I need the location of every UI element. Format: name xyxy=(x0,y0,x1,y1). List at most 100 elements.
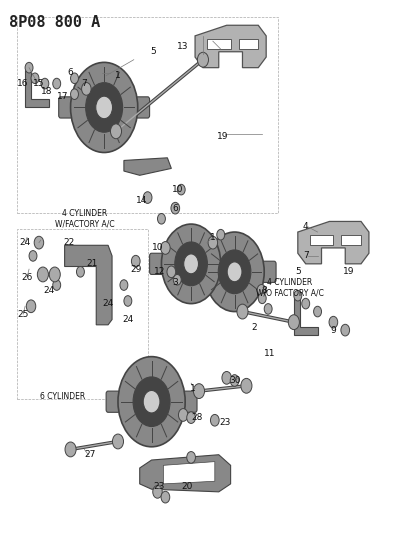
Circle shape xyxy=(49,267,60,282)
Text: 6: 6 xyxy=(172,204,178,213)
Text: 20: 20 xyxy=(181,482,193,491)
Circle shape xyxy=(222,372,231,384)
Text: 27: 27 xyxy=(85,450,96,459)
Circle shape xyxy=(187,451,195,463)
Text: 13: 13 xyxy=(178,42,189,51)
Polygon shape xyxy=(310,235,334,245)
Polygon shape xyxy=(25,70,49,108)
Circle shape xyxy=(53,280,60,290)
Text: 8: 8 xyxy=(261,286,267,295)
FancyBboxPatch shape xyxy=(262,261,276,282)
Circle shape xyxy=(65,442,76,457)
Circle shape xyxy=(178,409,188,421)
Text: 24: 24 xyxy=(102,299,114,308)
Text: 6: 6 xyxy=(68,68,73,77)
Circle shape xyxy=(193,384,205,399)
Circle shape xyxy=(158,214,166,224)
Circle shape xyxy=(167,266,176,278)
Polygon shape xyxy=(341,235,361,245)
FancyBboxPatch shape xyxy=(219,253,232,274)
Text: 5: 5 xyxy=(295,268,300,276)
Circle shape xyxy=(70,62,138,152)
Text: 3: 3 xyxy=(172,278,178,287)
Circle shape xyxy=(264,304,272,314)
FancyBboxPatch shape xyxy=(183,391,197,413)
Text: 5: 5 xyxy=(151,47,156,56)
Text: 12: 12 xyxy=(154,268,165,276)
Circle shape xyxy=(162,224,221,304)
Circle shape xyxy=(237,304,248,319)
Circle shape xyxy=(218,250,251,294)
Circle shape xyxy=(184,254,199,274)
Circle shape xyxy=(143,391,160,413)
Text: 11: 11 xyxy=(264,350,276,359)
Circle shape xyxy=(208,236,218,249)
Circle shape xyxy=(329,317,338,328)
Circle shape xyxy=(153,486,162,498)
Polygon shape xyxy=(64,245,112,325)
Circle shape xyxy=(230,375,239,386)
Text: 4 CYLINDER
W/O FACTORY A/C: 4 CYLINDER W/O FACTORY A/C xyxy=(256,278,324,297)
Polygon shape xyxy=(195,25,266,68)
Circle shape xyxy=(76,266,84,277)
Circle shape xyxy=(288,315,299,329)
Text: 14: 14 xyxy=(136,196,147,205)
Circle shape xyxy=(37,267,49,282)
Circle shape xyxy=(29,251,37,261)
Text: 7: 7 xyxy=(82,79,87,88)
Polygon shape xyxy=(207,38,230,49)
Text: 23: 23 xyxy=(154,482,165,491)
Circle shape xyxy=(161,241,170,254)
Text: 19: 19 xyxy=(343,268,355,276)
Circle shape xyxy=(341,324,349,336)
Circle shape xyxy=(118,357,185,447)
Circle shape xyxy=(294,290,302,301)
FancyBboxPatch shape xyxy=(136,97,150,118)
Text: 24: 24 xyxy=(122,315,133,324)
Circle shape xyxy=(41,78,49,89)
Text: 4: 4 xyxy=(303,222,308,231)
Circle shape xyxy=(211,415,219,426)
Circle shape xyxy=(53,78,60,89)
Text: 24: 24 xyxy=(20,238,31,247)
Text: 7: 7 xyxy=(303,252,308,261)
Circle shape xyxy=(173,274,181,285)
Circle shape xyxy=(124,296,132,306)
Text: 22: 22 xyxy=(63,238,74,247)
Circle shape xyxy=(258,293,266,304)
Circle shape xyxy=(177,184,185,195)
FancyBboxPatch shape xyxy=(193,261,207,282)
FancyBboxPatch shape xyxy=(59,97,72,118)
Text: 8P08 800 A: 8P08 800 A xyxy=(9,14,101,30)
Text: 28: 28 xyxy=(191,413,203,422)
Circle shape xyxy=(302,298,310,309)
Circle shape xyxy=(161,491,170,503)
Text: 26: 26 xyxy=(21,272,33,281)
Circle shape xyxy=(70,89,78,100)
Polygon shape xyxy=(164,462,215,484)
Text: 1: 1 xyxy=(115,71,121,80)
Text: 1: 1 xyxy=(210,233,216,242)
FancyBboxPatch shape xyxy=(150,253,164,274)
Circle shape xyxy=(70,73,78,84)
Text: 17: 17 xyxy=(57,92,68,101)
Circle shape xyxy=(34,236,44,249)
Circle shape xyxy=(171,203,179,214)
Circle shape xyxy=(314,306,322,317)
Circle shape xyxy=(31,73,39,84)
Polygon shape xyxy=(294,298,318,335)
Text: 1: 1 xyxy=(190,384,196,393)
Text: 2: 2 xyxy=(252,323,257,332)
Circle shape xyxy=(131,255,140,267)
Circle shape xyxy=(96,96,113,119)
Text: 23: 23 xyxy=(219,418,230,427)
Polygon shape xyxy=(140,455,230,492)
Circle shape xyxy=(86,83,123,132)
Circle shape xyxy=(113,434,123,449)
Text: 6 CYLINDER: 6 CYLINDER xyxy=(40,392,85,401)
Polygon shape xyxy=(298,221,369,264)
Text: 18: 18 xyxy=(41,87,53,96)
Circle shape xyxy=(187,412,195,423)
Text: 10: 10 xyxy=(172,185,183,194)
Text: 15: 15 xyxy=(33,79,45,88)
